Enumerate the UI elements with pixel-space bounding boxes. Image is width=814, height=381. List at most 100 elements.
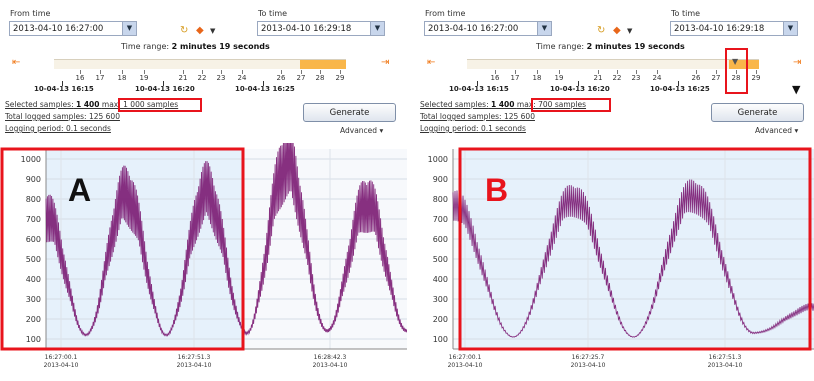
timeline-tick <box>495 70 496 74</box>
y-tick-label: 200 <box>433 315 448 324</box>
scroll-left-icon[interactable]: ⇤ <box>427 57 436 68</box>
y-tick-label: 600 <box>26 235 41 244</box>
history-icon[interactable]: ↻ <box>597 25 606 36</box>
selected-samples-value: 1 400 <box>76 100 100 109</box>
from-time-label: From time <box>425 9 466 18</box>
selected-samples: Selected samples: 1 400 max: 700 samples <box>420 100 586 109</box>
timeline-tick <box>657 70 658 74</box>
to-time-label: To time <box>258 9 288 18</box>
timeline-tick-label: 22 <box>197 74 207 82</box>
timeline-major-label: 10-04-13 16:20 <box>550 85 610 93</box>
logging-period-value: 0.1 seconds <box>65 124 111 133</box>
total-samples-label: Total logged samples: <box>420 112 502 121</box>
time-range-label: Time range: <box>536 42 585 51</box>
advanced-toggle[interactable]: Advanced ▾ <box>755 126 798 135</box>
y-tick-label: 100 <box>26 335 41 344</box>
timeline-tick <box>736 70 737 74</box>
selected-samples-value: 1 400 <box>491 100 515 109</box>
history-icon[interactable]: ↻ <box>180 25 189 36</box>
x-tick-date: 2013-04-10 <box>708 362 743 369</box>
timeline-tick-label: 19 <box>554 74 564 82</box>
annotation-letter: B <box>485 172 508 208</box>
timeline-tick <box>183 70 184 74</box>
x-tick-date: 2013-04-10 <box>571 362 606 369</box>
bookmark-icon[interactable]: ◆ <box>196 25 204 36</box>
y-tick-label: 500 <box>26 255 41 264</box>
timeline-tick <box>559 70 560 74</box>
timeline-tick-label: 22 <box>612 74 622 82</box>
y-tick-label: 400 <box>433 275 448 284</box>
total-samples-label: Total logged samples: <box>5 112 87 121</box>
from-time-label: From time <box>10 9 51 18</box>
scroll-left-icon[interactable]: ⇤ <box>12 57 21 68</box>
timeline-tick <box>281 70 282 74</box>
from-time-dropdown[interactable]: 2013-04-10 16:27:00 ▼ <box>9 21 137 36</box>
selected-samples-label: Selected samples: <box>5 100 74 109</box>
line-chart: 1000 900 800 700 600 500 400 300 200 100 16:27:00.… <box>428 147 814 369</box>
to-time-label: To time <box>671 9 701 18</box>
y-tick-label: 800 <box>433 195 448 204</box>
y-tick-label: 600 <box>433 235 448 244</box>
timeline-thumb-icon[interactable]: ▼ <box>732 57 739 66</box>
scroll-right-icon[interactable]: ⇥ <box>793 57 802 68</box>
chevron-down-icon[interactable]: ▼ <box>783 22 797 35</box>
bookmark-icon[interactable]: ◆ <box>613 25 621 36</box>
chevron-down-icon[interactable]: ▼ <box>210 27 216 35</box>
timeline-tick-label: 29 <box>751 74 761 82</box>
generate-button[interactable]: Generate <box>711 103 804 122</box>
from-time-dropdown[interactable]: 2013-04-10 16:27:00 ▼ <box>424 21 552 36</box>
y-tick-label: 400 <box>26 275 41 284</box>
scroll-right-icon[interactable]: ⇥ <box>381 57 390 68</box>
y-tick-label: 900 <box>433 175 448 184</box>
timeline-tick <box>202 70 203 74</box>
to-time-value: 2013-04-10 16:29:18 <box>261 24 352 34</box>
x-tick-label: 16:27:00.1 <box>449 354 482 361</box>
timeline-tick-label: 18 <box>532 74 542 82</box>
to-time-dropdown[interactable]: 2013-04-10 16:29:18 ▼ <box>670 21 798 36</box>
max-samples-highlight <box>118 98 202 112</box>
timeline-tick-label: 19 <box>139 74 149 82</box>
time-range-label: Time range: <box>121 42 170 51</box>
chart-b: 1000 900 800 700 600 500 400 300 200 100 16:27:00.… <box>407 143 814 377</box>
timeline-selection[interactable] <box>300 60 346 69</box>
timeline-major-label: 10-04-13 16:20 <box>135 85 195 93</box>
panel-b: From time 2013-04-10 16:27:00 ▼ ↻ ◆ ▼ To… <box>407 0 814 377</box>
time-range: Time range: 2 minutes 19 seconds <box>536 42 685 51</box>
x-tick-date: 2013-04-10 <box>448 362 483 369</box>
timeline-marker-highlight <box>725 48 748 94</box>
chevron-down-icon[interactable]: ▼ <box>537 22 551 35</box>
timeline-tick <box>320 70 321 74</box>
timeline-selection[interactable] <box>729 60 759 69</box>
timeline-tick-label: 28 <box>731 74 741 82</box>
controls-panel: From time 2013-04-10 16:27:00 ▼ ↻ ◆ ▼ To… <box>0 0 407 143</box>
total-samples-value: 125 600 <box>503 112 535 121</box>
timeline-track[interactable] <box>54 59 346 69</box>
chevron-down-icon[interactable]: ▼ <box>627 27 633 35</box>
expand-icon[interactable]: ▼ <box>792 83 801 96</box>
timeline-tick-label: 17 <box>510 74 520 82</box>
chevron-down-icon: ▾ <box>794 126 799 135</box>
timeline-tick <box>80 70 81 74</box>
max-samples-text: max: 700 samples <box>516 100 587 109</box>
from-time-value: 2013-04-10 16:27:00 <box>13 24 104 34</box>
timeline-track[interactable] <box>467 59 759 69</box>
timeline-tick-label: 16 <box>490 74 500 82</box>
to-time-dropdown[interactable]: 2013-04-10 16:29:18 ▼ <box>257 21 385 36</box>
timeline-tick <box>242 70 243 74</box>
timeline-tick <box>301 70 302 74</box>
annotation-letter: A <box>68 172 91 208</box>
timeline-major-tick <box>163 81 164 86</box>
timeline-tick-label: 23 <box>216 74 226 82</box>
timeline-tick-label: 27 <box>711 74 721 82</box>
advanced-toggle[interactable]: Advanced ▾ <box>340 126 383 135</box>
total-samples-value: 125 600 <box>88 112 120 121</box>
timeline-tick-label: 27 <box>296 74 306 82</box>
y-tick-label: 900 <box>26 175 41 184</box>
timeline-tick <box>537 70 538 74</box>
timeline-major-label: 10-04-13 16:25 <box>650 85 710 93</box>
chevron-down-icon[interactable]: ▼ <box>370 22 384 35</box>
y-tick-label: 200 <box>26 315 41 324</box>
chevron-down-icon[interactable]: ▼ <box>122 22 136 35</box>
panel-a: From time 2013-04-10 16:27:00 ▼ ↻ ◆ ▼ To… <box>0 0 408 377</box>
generate-button[interactable]: Generate <box>303 103 396 122</box>
